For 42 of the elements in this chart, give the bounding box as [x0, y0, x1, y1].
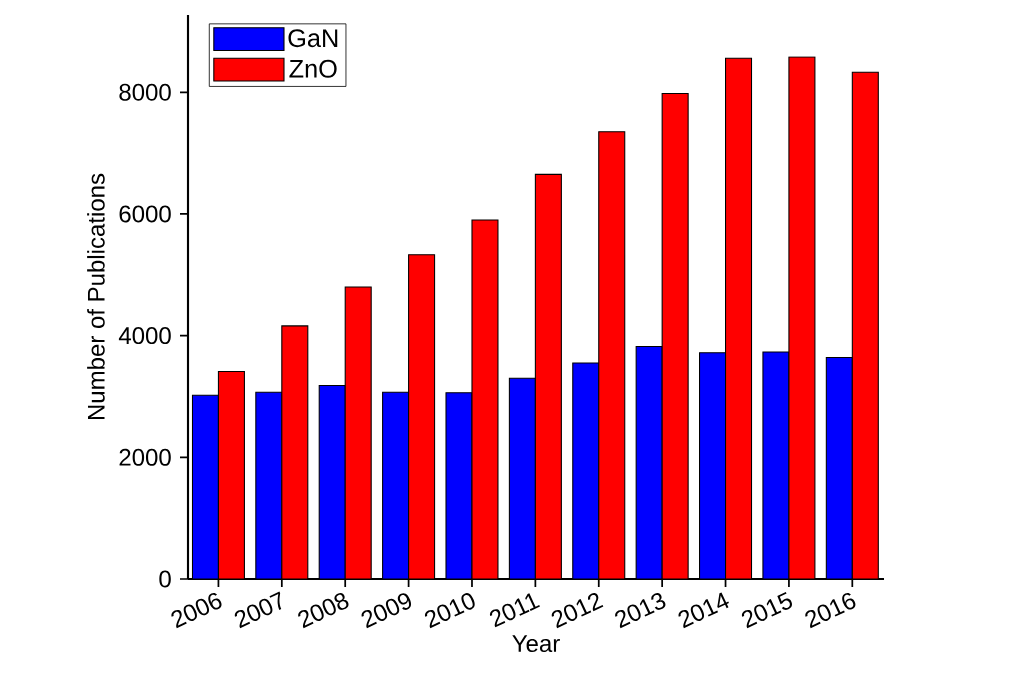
- bar: [572, 362, 600, 579]
- bar: [318, 384, 346, 579]
- x-tick-label: 2014: [678, 592, 729, 629]
- y-tick-label: 2000: [119, 448, 171, 466]
- x-tick-label: 2012: [551, 592, 604, 629]
- bar: [408, 254, 436, 579]
- bar: [191, 394, 219, 579]
- bar: [598, 131, 626, 579]
- bar: [217, 370, 245, 579]
- legend-label: ZnO: [289, 59, 337, 78]
- x-tick-label: 2015: [741, 591, 793, 629]
- x-tick-label: 2008: [298, 593, 349, 629]
- bar: [851, 71, 879, 579]
- y-tick-label: 0: [159, 570, 171, 588]
- y-tick-label: 8000: [119, 83, 171, 101]
- bar: [762, 351, 790, 579]
- bar: [825, 357, 853, 579]
- x-tick-label: 2016: [805, 592, 856, 629]
- y-axis-title: Number of Publications: [87, 173, 105, 420]
- y-tick-label: 4000: [118, 327, 171, 345]
- bar: [471, 219, 499, 579]
- bar: [635, 346, 663, 579]
- x-tick-label: 2007: [234, 591, 282, 629]
- bar: [699, 352, 727, 579]
- bar: [281, 325, 309, 579]
- x-tick-label: 2006: [171, 592, 222, 629]
- bar: [534, 173, 562, 579]
- bar: [725, 57, 753, 579]
- bar: [508, 377, 536, 579]
- legend-label: GaN: [288, 29, 338, 48]
- x-tick-label: 2010: [424, 593, 475, 629]
- bar: [382, 391, 410, 579]
- x-tick-label: 2009: [361, 593, 412, 629]
- bar: [344, 286, 372, 579]
- x-axis-title: Year: [512, 635, 560, 653]
- x-tick-label: 2013: [615, 593, 666, 629]
- x-tick-label: 2011: [489, 593, 540, 628]
- y-tick-label: 6000: [119, 205, 171, 223]
- bar: [788, 56, 816, 579]
- bar: [445, 392, 473, 579]
- bar: [661, 92, 689, 579]
- bar: [255, 391, 283, 579]
